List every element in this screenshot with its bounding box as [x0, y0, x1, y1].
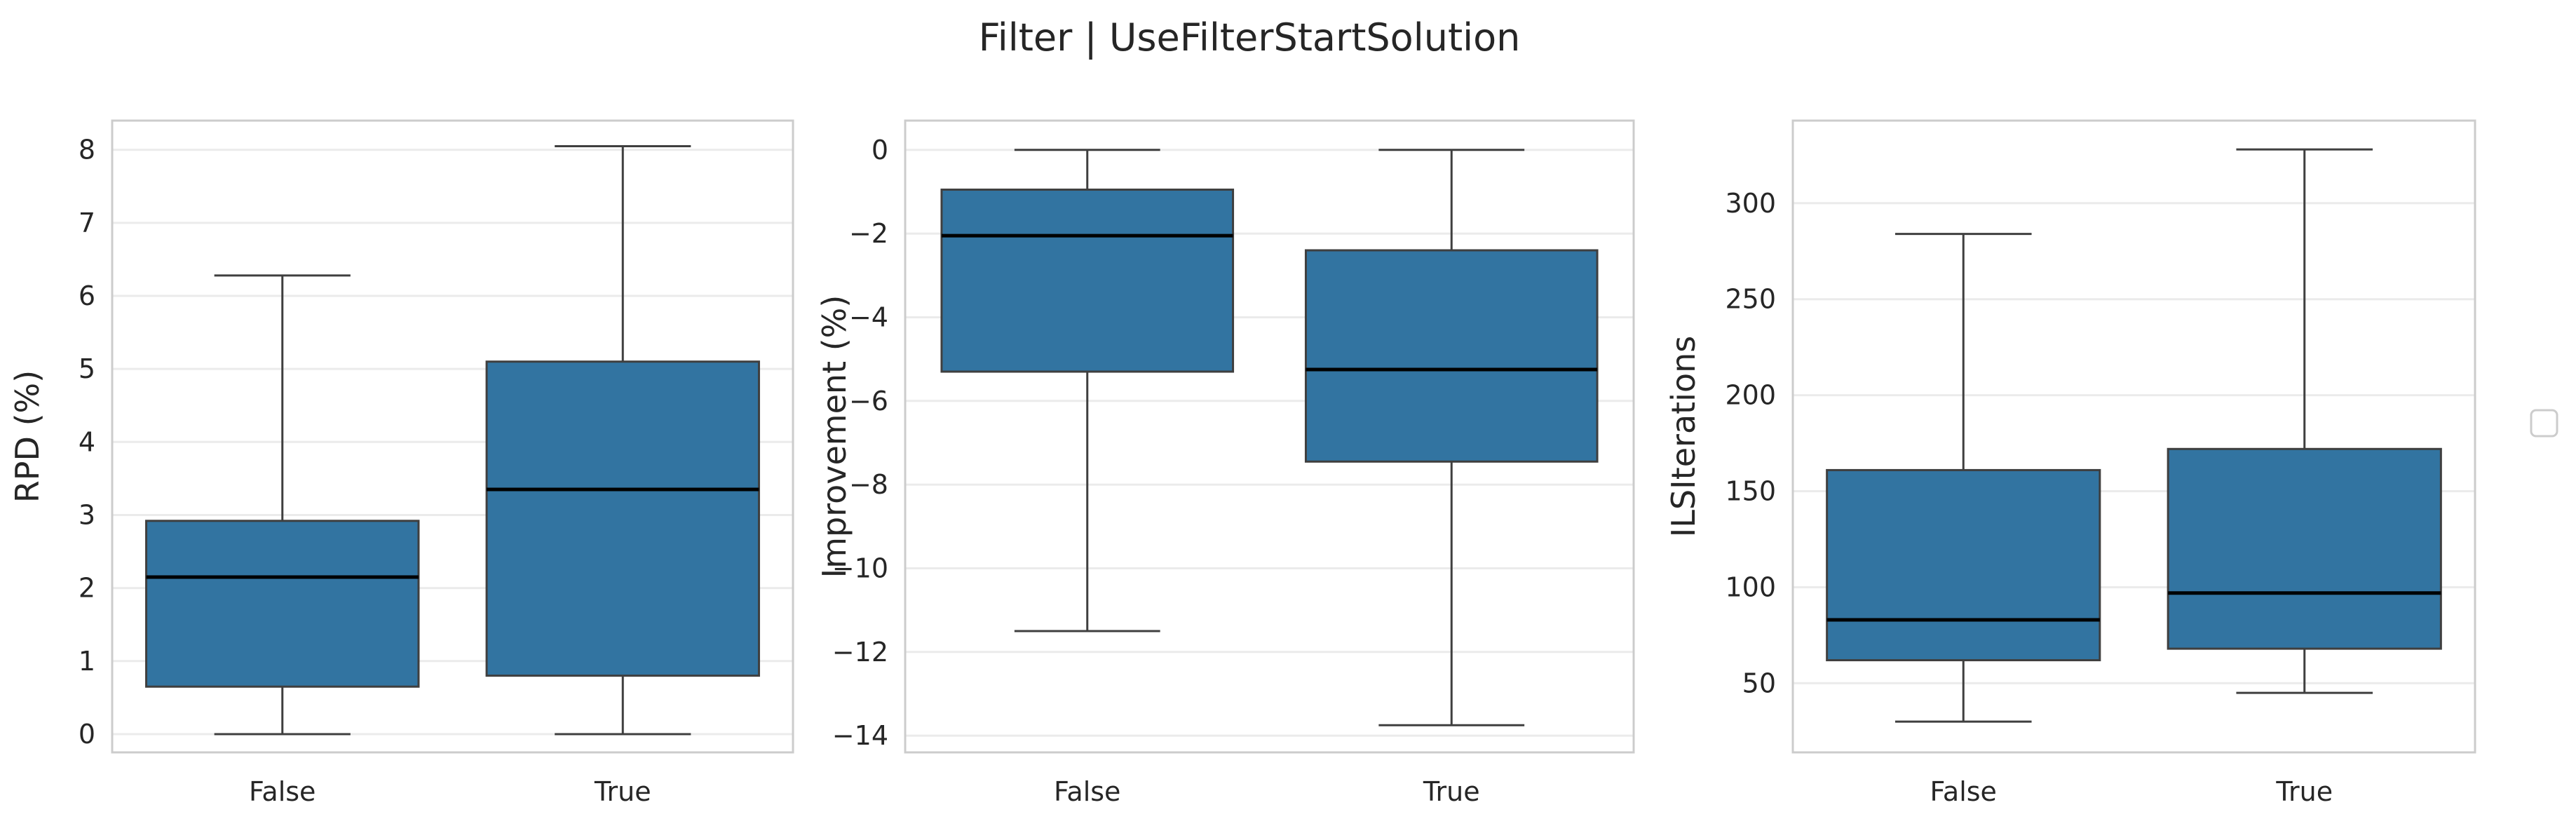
legend-box: [2530, 409, 2558, 438]
y-tick-label: 2: [79, 573, 95, 604]
y-tick-label: 8: [79, 135, 95, 165]
y-axis-label: RPD (%): [8, 370, 46, 503]
box-false: [145, 274, 420, 736]
iqr-box: [485, 360, 760, 677]
box-true: [2167, 148, 2442, 694]
y-tick-label: 7: [79, 208, 95, 238]
figure-title: Filter | UseFilterStartSolution: [979, 15, 1521, 60]
y-tick-label: −14: [832, 720, 888, 751]
y-tick-label: 300: [1725, 188, 1776, 219]
y-tick-label: −2: [849, 218, 888, 249]
iqr-box: [145, 520, 420, 688]
axes-frame: [1791, 119, 2476, 754]
y-tick-label: −12: [832, 637, 888, 668]
iqr-box: [2167, 447, 2442, 650]
y-tick-label: −6: [849, 386, 888, 417]
box-true: [1304, 149, 1599, 726]
x-tick-label: True: [2275, 776, 2333, 807]
y-axis-label: ILSIterations: [1665, 336, 1702, 537]
panels: 0 1 2 3 4 5 6 7 8 False True RPD (%) 0 −2 −4 −6 −8 −10 −12…: [8, 119, 2476, 807]
y-axis-label: Improvement (%): [815, 295, 853, 578]
y-tick-label: −8: [849, 469, 888, 500]
axes-frame: [904, 119, 1635, 754]
iqr-box: [1304, 249, 1599, 463]
y-tick-label: 0: [79, 719, 95, 750]
y-tick-label: 1: [79, 646, 95, 677]
y-tick-label: 0: [872, 135, 888, 165]
y-tick-label: 200: [1725, 380, 1776, 411]
axes-frame: [111, 119, 794, 754]
y-tick-label: 4: [79, 426, 95, 457]
y-tick-label: −4: [849, 302, 888, 332]
panel-2: 0 −2 −4 −6 −8 −10 −12 −14 False True Improvement (…: [815, 119, 1635, 807]
iqr-box: [940, 188, 1235, 373]
box-false: [1826, 233, 2101, 723]
y-tick-label: 150: [1725, 476, 1776, 507]
x-tick-label: False: [1930, 776, 1997, 807]
panel-1: 0 1 2 3 4 5 6 7 8 False True RPD (%): [8, 119, 794, 807]
box-true: [485, 144, 760, 736]
y-tick-label: 250: [1725, 284, 1776, 315]
iqr-box: [1826, 468, 2101, 662]
y-tick-label: 3: [79, 499, 95, 530]
panel-3: 50 100 150 200 250 300 False True ILSIterations: [1665, 119, 2476, 807]
y-tick-label: 6: [79, 280, 95, 311]
y-tick-label: 5: [79, 353, 95, 384]
x-tick-label: True: [594, 776, 651, 807]
y-tick-label: −10: [832, 553, 888, 583]
y-tick-label: 100: [1725, 571, 1776, 602]
x-tick-label: False: [249, 776, 316, 807]
x-tick-label: True: [1423, 776, 1480, 807]
box-false: [940, 149, 1235, 632]
y-tick-label: 50: [1742, 668, 1776, 698]
x-tick-label: False: [1054, 776, 1120, 807]
